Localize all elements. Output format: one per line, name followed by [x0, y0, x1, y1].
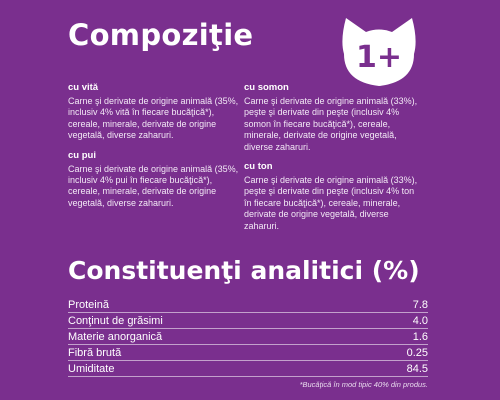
section-title: cu ton — [244, 161, 273, 173]
row-label: Proteină — [68, 299, 109, 311]
section-title: cu vită — [68, 82, 99, 93]
page-title: Compoziţie — [68, 18, 254, 52]
composition-section: cu ton Carne şi derivate de origine anim… — [244, 161, 418, 232]
footnote: *Bucăţică în mod tipic 40% din produs. — [299, 380, 428, 389]
row-value: 4.0 — [412, 315, 428, 327]
section-text: Carne şi derivate de origine animală (35… — [68, 163, 239, 208]
row-label: Fibră brută — [68, 347, 122, 359]
row-label: Materie anorganică — [68, 331, 163, 343]
section-text: Carne şi derivate de origine animală (33… — [244, 175, 418, 231]
composition-section: cu pui Carne şi derivate de origine anim… — [68, 150, 242, 210]
composition-column-right: cu somon Carne şi derivate de origine an… — [244, 82, 418, 240]
row-label: Umiditate — [68, 363, 115, 375]
cat-head-icon: 1+ — [342, 18, 416, 86]
analytics-row: Fibră brută 0.25 — [68, 345, 428, 361]
section-title: cu somon — [244, 82, 289, 93]
row-value: 7.8 — [412, 299, 428, 311]
section-title: cu pui — [68, 149, 96, 161]
analytics-row: Conţinut de grăsimi 4.0 — [68, 313, 428, 329]
composition-section: cu vită Carne şi derivate de origine ani… — [68, 82, 242, 142]
row-value: 0.25 — [406, 347, 428, 359]
composition-section: cu somon Carne şi derivate de origine an… — [244, 82, 418, 153]
composition-column-left: cu vită Carne şi derivate de origine ani… — [68, 82, 242, 240]
row-label: Conţinut de grăsimi — [68, 315, 163, 327]
row-value: 1.6 — [412, 331, 428, 343]
analytics-title: Constituenţi analitici (%) — [68, 256, 420, 285]
section-text: Carne şi derivate de origine animală (35… — [68, 96, 239, 141]
analytics-row: Materie anorganică 1.6 — [68, 329, 428, 345]
analytics-row: Proteină 7.8 — [68, 297, 428, 313]
section-text: Carne şi derivate de origine animală (33… — [244, 96, 418, 152]
badge-label: 1+ — [356, 40, 402, 75]
row-value: 84.5 — [406, 363, 428, 375]
analytics-row: Umiditate 84.5 — [68, 361, 428, 377]
analytics-table: Proteină 7.8 Conţinut de grăsimi 4.0 Mat… — [68, 297, 428, 377]
